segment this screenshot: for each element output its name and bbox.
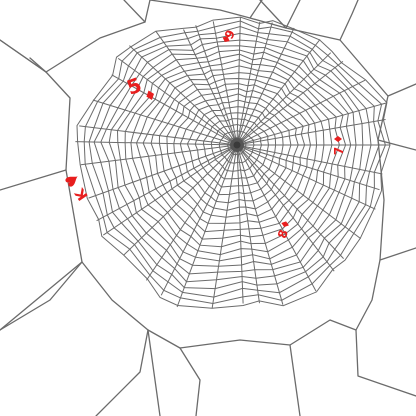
web-radial-strand: [183, 29, 238, 146]
web-radial-strand: [236, 144, 344, 259]
web-radial-strand: [236, 144, 376, 210]
web-radial-strand: [155, 31, 238, 146]
web-radial-strand: [236, 119, 386, 146]
web-ring-strand: [93, 32, 372, 290]
web-radial-strand: [75, 141, 238, 146]
card-eight-of-diamonds[interactable]: 8: [275, 219, 294, 240]
web-ring-strand: [179, 99, 292, 204]
web-radial-strand: [96, 144, 238, 222]
diamond-icon: [146, 90, 154, 100]
web-radial-strand: [111, 74, 238, 146]
web-radial-strand: [117, 57, 238, 146]
web-radial-strand: [236, 144, 383, 175]
web-ring-strand: [83, 20, 386, 305]
web-ring-strand: [135, 65, 333, 248]
web-radial-strand: [236, 79, 366, 146]
heart-icon: [65, 176, 78, 187]
web-ring-strand: [100, 39, 364, 283]
web-ring-strand: [88, 25, 380, 298]
web-ring-strand: [158, 83, 312, 224]
web-radial-strand: [236, 144, 244, 304]
web-ring-strand: [76, 16, 391, 309]
web-radial-strand: [236, 21, 261, 146]
web-ring-strand: [202, 118, 270, 180]
web-radial-strand: [92, 99, 238, 146]
web-radial-strand: [236, 102, 386, 146]
web-hub: [230, 138, 244, 152]
web-ring-strand: [218, 130, 255, 164]
web-radial-strand: [211, 144, 238, 309]
web-radial-strand: [80, 144, 238, 166]
web-radial-strand: [236, 52, 332, 146]
web-radial-strand: [236, 22, 273, 146]
web-radial-strand: [79, 125, 238, 146]
card-rank: 8: [275, 228, 291, 240]
web-ring-strand: [124, 53, 347, 262]
diamond-icon: [281, 221, 289, 228]
web-ring-strand: [130, 58, 340, 256]
web-radial-strand: [236, 17, 241, 146]
web-radial-strand: [195, 25, 238, 146]
web-ring-strand: [116, 49, 352, 267]
web-radial-strand: [176, 144, 238, 308]
diamond-icon: [222, 36, 230, 42]
web-radial-strand: [236, 144, 260, 304]
web-radial-strand: [123, 144, 238, 256]
web-ring-strand: [173, 93, 299, 211]
card-rank: 7: [332, 147, 346, 155]
web-radial-strand: [236, 144, 284, 305]
web-ring-strand: [150, 77, 318, 233]
web-radial-strand: [236, 144, 317, 292]
web-ring-strand: [210, 123, 263, 172]
web-ring-strand: [227, 136, 247, 156]
web-radial-strand: [160, 144, 238, 296]
web-radial-strand: [236, 144, 362, 239]
web-ring-strand: [194, 112, 277, 188]
web-radial-strand: [103, 144, 238, 236]
diamond-icon: [334, 136, 342, 142]
web-radial-strand: [236, 27, 295, 146]
web-ring-strand: [108, 45, 357, 275]
card-seven-of-diamonds[interactable]: 7: [332, 136, 346, 155]
web-radial-strand: [236, 39, 321, 146]
web-radial-strand: [236, 144, 380, 191]
web-ring-strand: [166, 87, 306, 218]
web-ring-strand: [186, 106, 284, 196]
spider-web: [75, 16, 391, 309]
